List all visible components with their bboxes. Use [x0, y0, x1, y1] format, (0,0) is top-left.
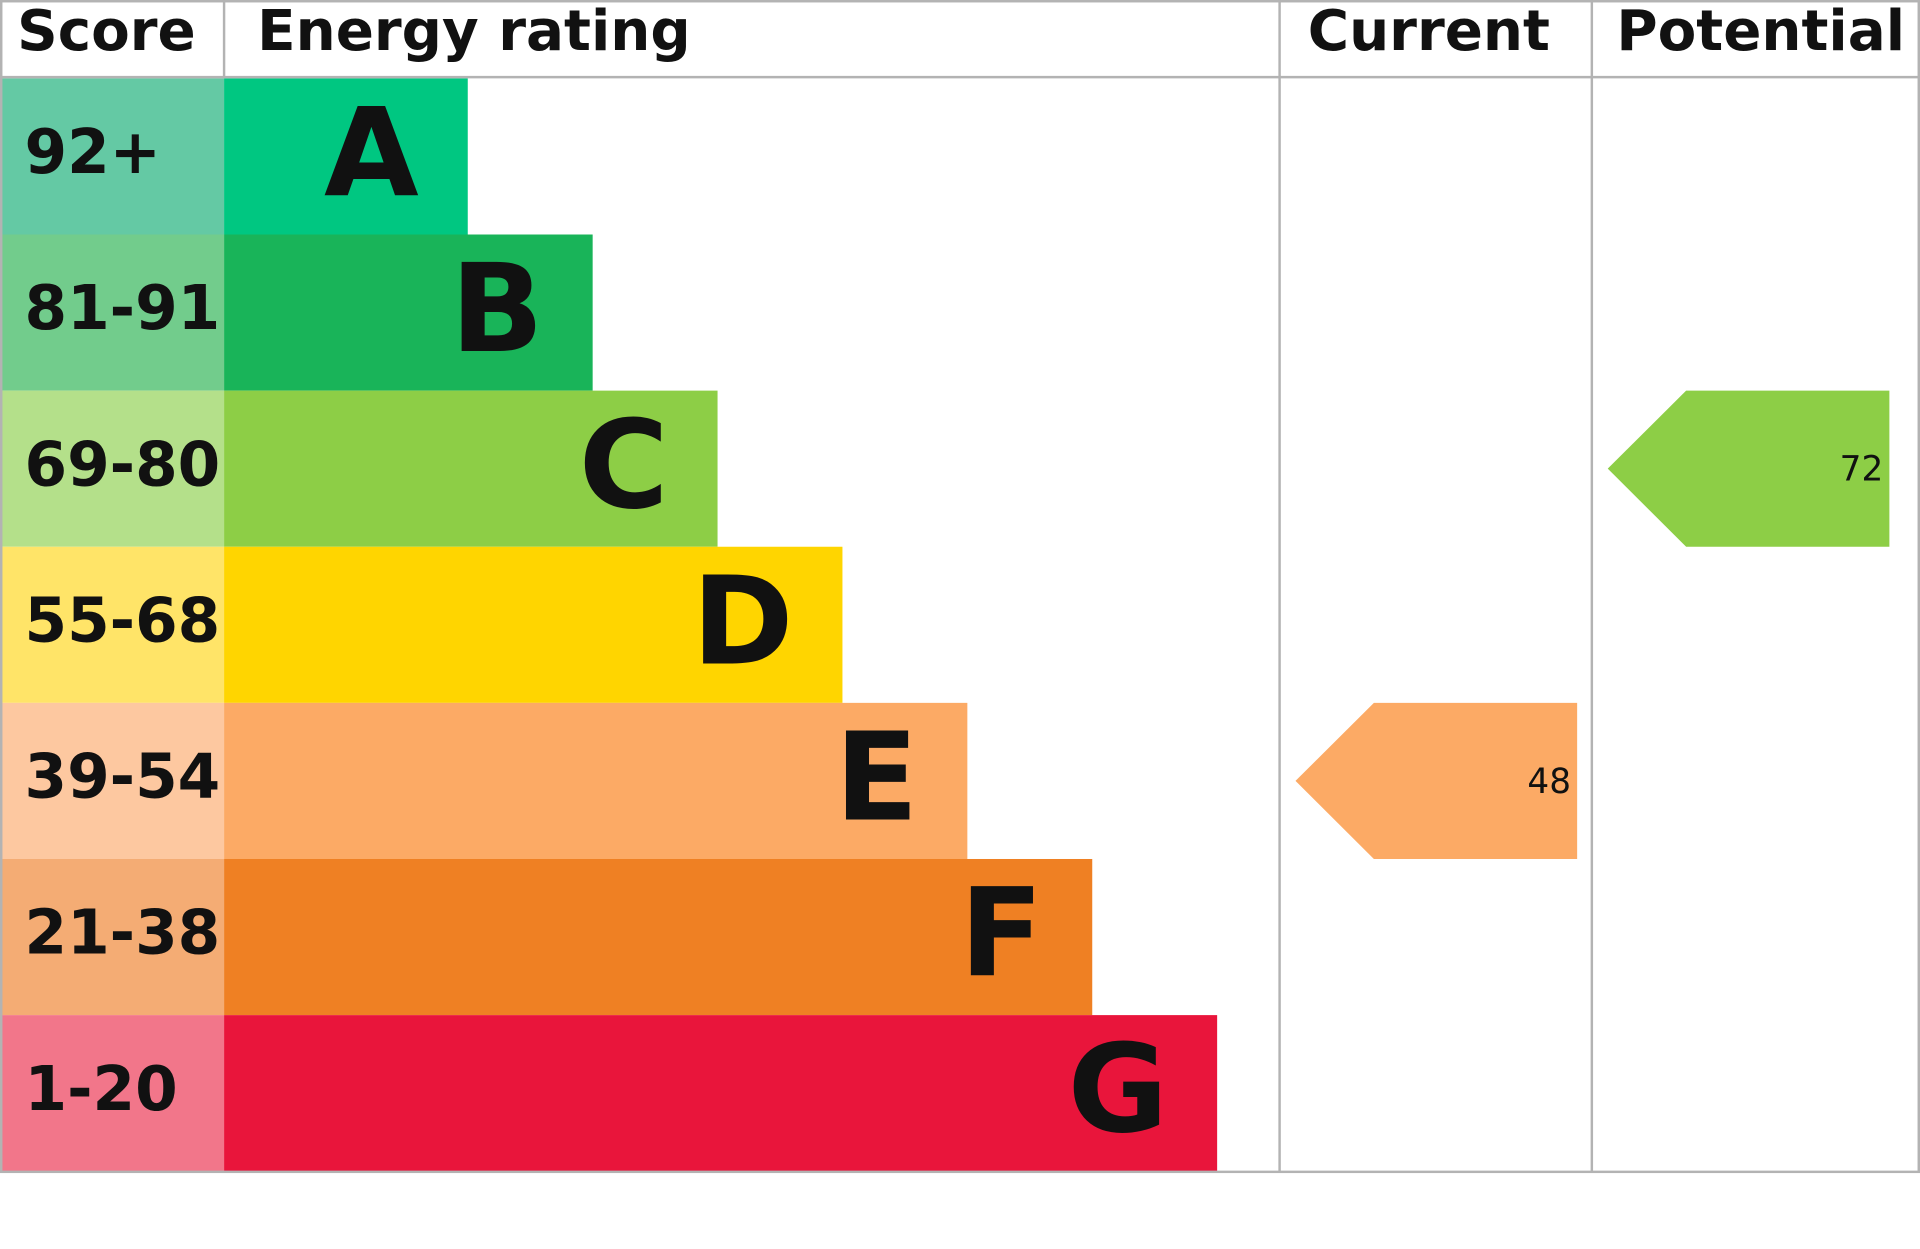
rating-bar [224, 546, 843, 703]
score-label: 21-38 [24, 898, 220, 969]
rating-bar [224, 702, 968, 859]
bands: 92+ A 81-91 B 69-80 C 55-68 D 39-54 E 21-38 F 1-20 G 4… [0, 78, 1890, 1172]
score-cell [0, 858, 225, 1016]
score-label: 39-54 [24, 742, 220, 813]
score-label: 55-68 [24, 585, 220, 656]
rating-bar [224, 234, 593, 391]
score-cell [0, 390, 225, 547]
rating-bar [224, 78, 468, 235]
header: Potential [1616, 0, 1905, 64]
header: Energy rating [257, 0, 691, 64]
rating-value: 48 [1527, 762, 1571, 802]
score-cell [0, 1015, 225, 1172]
rating-arrow [1607, 390, 1890, 547]
score-cell [0, 546, 225, 703]
rating-letter: C [579, 393, 669, 536]
rating-letter: A [324, 81, 419, 224]
score-label: 92+ [24, 117, 161, 188]
rating-bar [224, 1015, 1218, 1172]
rating-arrow [1295, 702, 1578, 859]
score-label: 1-20 [24, 1054, 177, 1125]
score-cell [0, 702, 225, 859]
rating-letter: D [692, 549, 794, 692]
score-cell [0, 78, 225, 235]
score-cell [0, 234, 225, 391]
grid [0, 0, 1920, 1174]
rating-bar [224, 390, 718, 547]
score-label: 69-80 [24, 429, 220, 500]
score-label: 81-91 [24, 273, 220, 344]
header: Score [17, 0, 196, 64]
rating-letter: E [835, 706, 919, 849]
frame [0, 0, 1920, 1174]
header: Current [1308, 0, 1550, 64]
rating-value: 72 [1840, 450, 1884, 490]
rating-bar [224, 858, 1093, 1016]
rating-letter: B [450, 237, 543, 380]
rating-letter: F [960, 862, 1044, 1005]
rating-letter: G [1068, 1018, 1169, 1161]
